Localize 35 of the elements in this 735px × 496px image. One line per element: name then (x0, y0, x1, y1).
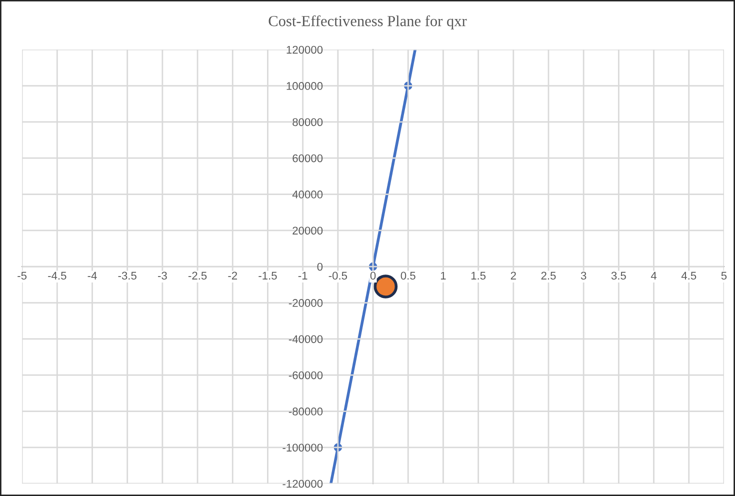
y-tick-label: 60000 (292, 154, 323, 162)
x-tick-label: 5 (721, 272, 727, 280)
chart-title: Cost-Effectiveness Plane for qxr (268, 15, 467, 30)
x-tick-label: -1 (298, 272, 308, 280)
y-tick-label: 100000 (286, 82, 323, 90)
x-tick-label: -4.5 (48, 272, 66, 280)
y-tick-label: 80000 (292, 118, 323, 126)
x-tick-label: -1.5 (258, 272, 277, 280)
x-tick-label: 4.5 (681, 272, 696, 280)
x-tick-label: -2.5 (188, 272, 207, 280)
x-tick-label: 4 (650, 272, 657, 280)
x-tick-label: 0.5 (400, 272, 416, 280)
x-tick-label: -0.5 (328, 272, 348, 280)
x-tick-label: -2 (228, 272, 238, 280)
y-tick-label: -80000 (288, 408, 323, 416)
x-tick-label: 1 (440, 272, 446, 280)
x-tick-label: 3 (580, 272, 586, 280)
x-tick-label: -5 (18, 272, 27, 280)
y-tick-label: -20000 (288, 299, 323, 307)
x-tick-label: 3.5 (611, 272, 626, 280)
x-tick-label: 0 (370, 272, 376, 280)
y-tick-label: 120000 (286, 46, 323, 54)
x-tick-label: 2 (510, 272, 516, 280)
y-tick-label: 20000 (292, 226, 323, 235)
y-tick-label: -120000 (282, 480, 323, 488)
y-tick-label: 0 (317, 262, 323, 271)
y-tick-label: -40000 (288, 335, 323, 344)
x-tick-label: -3 (158, 272, 167, 280)
x-tick-label: -3.5 (118, 272, 136, 280)
y-tick-label: -60000 (288, 371, 323, 380)
x-tick-label: 2.5 (541, 272, 556, 280)
y-tick-label: -100000 (282, 444, 323, 452)
y-tick-label: 40000 (292, 190, 323, 198)
x-tick-label: -4 (88, 272, 97, 280)
x-tick-label: 1.5 (471, 272, 486, 280)
